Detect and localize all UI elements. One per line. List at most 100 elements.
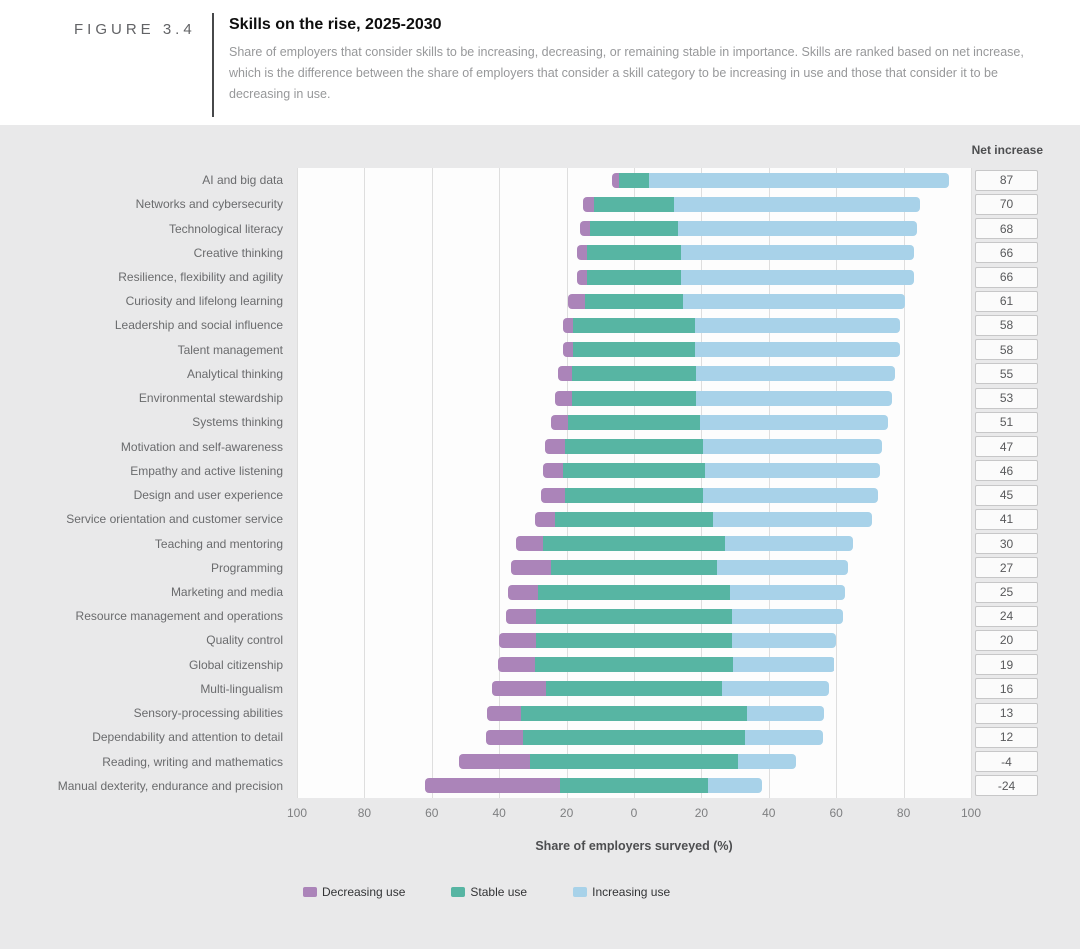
x-tick-label: 60 (425, 806, 439, 820)
bar-segment-increasing (731, 608, 843, 624)
bar-segment-increasing (694, 342, 901, 358)
bar-segment-decreasing (544, 439, 565, 455)
plot-area (297, 168, 972, 798)
bar-segment-stable (571, 390, 697, 406)
chart-bar (580, 221, 918, 237)
bar-segment-stable (551, 560, 717, 576)
net-increase-value: -24 (975, 775, 1038, 797)
chart-bar (612, 172, 950, 188)
x-tick-label: 20 (694, 806, 709, 820)
bar-segment-stable (536, 608, 732, 624)
net-increase-value: 58 (975, 339, 1038, 361)
bar-segment-increasing (694, 317, 901, 333)
x-tick-label: 40 (492, 806, 506, 820)
bar-segment-increasing (721, 681, 830, 697)
bar-segment-increasing (730, 584, 845, 600)
bar-segment-increasing (731, 632, 837, 648)
chart-bar (558, 366, 896, 382)
bar-segment-decreasing (558, 366, 572, 382)
bar-segment-stable (590, 221, 678, 237)
bar-segment-stable (586, 269, 682, 285)
bar-segment-increasing (699, 414, 889, 430)
legend: Decreasing use Stable use Increasing use (303, 885, 670, 899)
bar-segment-increasing (703, 487, 879, 503)
gridline (364, 168, 366, 798)
x-tick-label: 100 (960, 806, 982, 820)
category-label: Leadership and social influence (114, 318, 283, 333)
net-increase-value: 25 (975, 581, 1038, 603)
chart-bar (563, 317, 901, 333)
bar-segment-decreasing (580, 221, 591, 237)
bar-segment-stable (522, 729, 746, 745)
chart-bar (576, 245, 914, 261)
bar-segment-decreasing (563, 317, 574, 333)
figure-header: FIGURE 3.4 Skills on the rise, 2025-2030… (0, 0, 1080, 125)
net-increase-value: 20 (975, 629, 1038, 651)
bar-segment-stable (573, 317, 695, 333)
net-increase-value: 41 (975, 508, 1038, 530)
x-tick-label: 40 (762, 806, 776, 820)
bar-segment-stable (571, 366, 697, 382)
figure-title: Skills on the rise, 2025-2030 (229, 16, 442, 33)
chart-bar (505, 608, 843, 624)
gridline (634, 168, 635, 798)
bar-segment-decreasing (554, 390, 572, 406)
category-label: Dependability and attention to detail (92, 730, 283, 745)
bar-segment-stable (534, 657, 734, 673)
category-label: Environmental stewardship (138, 391, 283, 406)
category-label: Resource management and operations (75, 609, 283, 624)
category-label: Resilience, flexibility and agility (118, 270, 283, 285)
bar-segment-decreasing (497, 657, 535, 673)
legend-label: Decreasing use (322, 885, 406, 899)
bar-segment-stable (593, 196, 675, 212)
bar-segment-decreasing (507, 584, 538, 600)
bar-segment-stable (543, 536, 725, 552)
chart-panel: Net increase Share of employers surveyed… (0, 125, 1080, 949)
bar-segment-stable (563, 463, 705, 479)
net-increase-value: 45 (975, 484, 1038, 506)
bar-segment-increasing (682, 293, 906, 309)
category-label: Technological literacy (168, 221, 283, 236)
bar-segment-decreasing (551, 414, 569, 430)
chart-bar (583, 196, 921, 212)
bar-segment-decreasing (543, 463, 564, 479)
net-increase-value: 30 (975, 533, 1038, 555)
x-tick-label: 80 (896, 806, 911, 820)
legend-swatch (573, 887, 588, 897)
chart-bar (458, 754, 796, 770)
bar-segment-stable (537, 584, 731, 600)
chart-bar (516, 536, 854, 552)
x-tick-label: 100 (286, 806, 308, 820)
chart-bar (534, 511, 872, 527)
bar-segment-stable (521, 705, 747, 721)
bar-segment-decreasing (541, 487, 565, 503)
chart-bar (425, 778, 763, 794)
x-axis-title: Share of employers surveyed (%) (535, 839, 733, 853)
gridline (701, 168, 703, 798)
chart-bar (563, 342, 901, 358)
bar-segment-stable (618, 172, 650, 188)
category-label: Reading, writing and mathematics (102, 754, 283, 769)
chart-bar (487, 705, 825, 721)
category-label: Marketing and media (170, 585, 283, 600)
net-increase-value: 68 (975, 218, 1038, 240)
category-label: Motivation and self-awareness (120, 439, 283, 454)
chart-bar (492, 681, 830, 697)
bar-segment-increasing (674, 196, 921, 212)
net-increase-value: 61 (975, 290, 1038, 312)
bar-segment-decreasing (576, 245, 587, 261)
bar-segment-increasing (745, 729, 823, 745)
bar-segment-stable (585, 293, 683, 309)
net-increase-value: 46 (975, 460, 1038, 482)
figure-description: Share of employers that consider skills … (229, 45, 1024, 101)
bar-segment-stable (568, 414, 700, 430)
gridline (566, 168, 568, 798)
category-label: AI and big data (202, 173, 283, 188)
legend-item: Increasing use (573, 885, 670, 899)
net-increase-value: -4 (975, 751, 1038, 773)
gridline (971, 168, 972, 798)
net-increase-value: 53 (975, 387, 1038, 409)
bar-segment-increasing (704, 463, 880, 479)
bar-segment-decreasing (505, 608, 537, 624)
bar-segment-increasing (733, 657, 835, 673)
